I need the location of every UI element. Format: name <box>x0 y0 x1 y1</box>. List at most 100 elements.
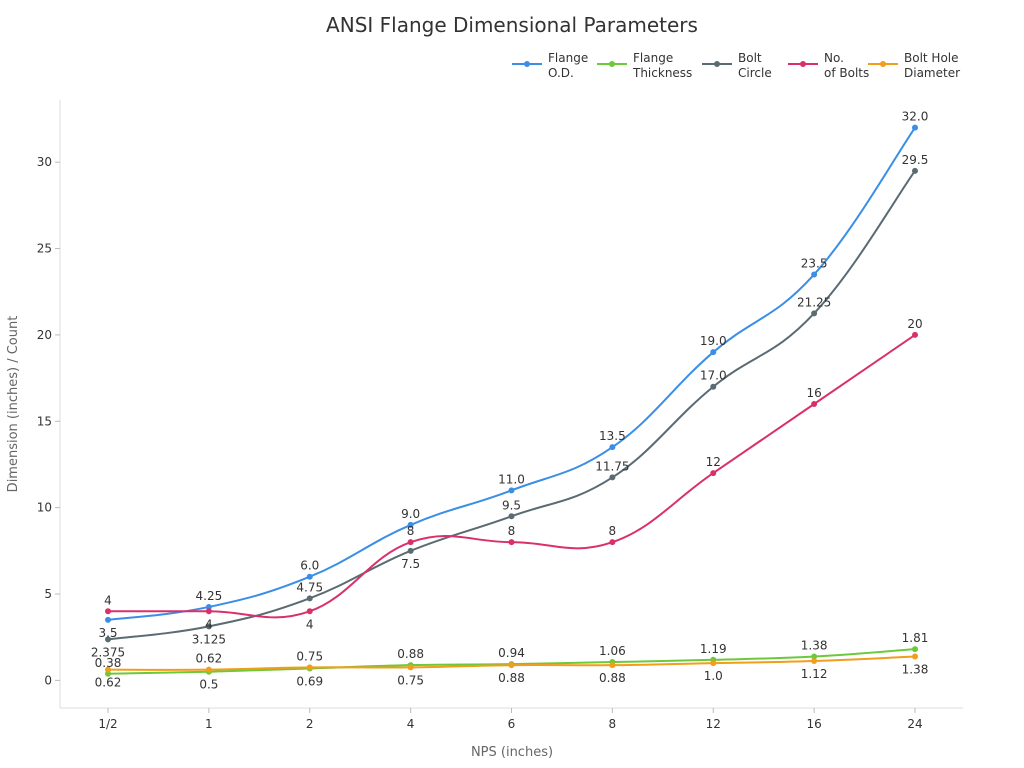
data-point <box>205 623 212 630</box>
data-point <box>710 349 717 356</box>
data-label: 21.25 <box>797 295 831 309</box>
data-label: 0.88 <box>397 647 424 661</box>
y-tick-label: 25 <box>37 242 52 256</box>
data-point <box>912 653 918 660</box>
data-label: 1.38 <box>902 663 929 677</box>
data-label: 4 <box>306 617 314 631</box>
series-lines <box>105 124 918 677</box>
data-label: 2.375 <box>91 645 125 659</box>
data-point <box>811 271 818 278</box>
data-label: 19.0 <box>700 334 727 348</box>
data-label: 23.5 <box>801 256 828 270</box>
data-label: 1.38 <box>801 639 828 653</box>
legend: FlangeO.D.FlangeThicknessBoltCircleNo.of… <box>512 51 960 80</box>
legend-label: Bolt <box>738 51 762 65</box>
data-label: 11.0 <box>498 472 525 486</box>
data-point <box>811 653 818 660</box>
data-label: 1.0 <box>704 669 723 683</box>
data-label: 12 <box>706 455 721 469</box>
x-tick-label: 8 <box>609 717 617 731</box>
data-label: 0.75 <box>397 673 424 687</box>
data-point <box>306 664 313 671</box>
data-label: 1.06 <box>599 644 626 658</box>
data-point <box>407 547 414 554</box>
x-tick-label: 1 <box>205 717 213 731</box>
data-point <box>912 646 918 653</box>
data-point <box>609 474 616 481</box>
data-point <box>710 660 717 667</box>
data-point <box>205 666 212 673</box>
data-point <box>306 595 313 602</box>
series-line <box>107 170 916 641</box>
legend-item: No.of Bolts <box>788 51 869 80</box>
legend-marker <box>714 61 720 67</box>
data-point <box>306 573 313 580</box>
data-label: 1.81 <box>902 631 929 645</box>
data-label: 11.75 <box>595 459 629 473</box>
data-point <box>105 636 111 643</box>
y-tick-label: 5 <box>44 587 52 601</box>
legend-label: Thickness <box>632 66 692 80</box>
data-point <box>508 662 515 669</box>
data-point <box>105 666 111 673</box>
y-tick-label: 15 <box>37 414 52 428</box>
x-tick-label: 4 <box>407 717 415 731</box>
data-label: 0.94 <box>498 646 525 660</box>
legend-label: Bolt Hole <box>904 51 959 65</box>
data-label: 4.75 <box>296 580 323 594</box>
y-tick-label: 0 <box>44 673 52 687</box>
data-label: 29.5 <box>902 153 929 167</box>
x-tick-label: 24 <box>907 717 922 731</box>
x-axis-label: NPS (inches) <box>471 745 553 760</box>
data-point <box>710 383 717 390</box>
data-point <box>609 662 616 669</box>
data-point <box>609 539 616 546</box>
x-tick-label: 6 <box>508 717 516 731</box>
data-label: 0.88 <box>498 671 525 685</box>
data-label: 1.12 <box>801 667 828 681</box>
data-point <box>609 444 616 451</box>
data-point <box>407 521 414 528</box>
data-label: 4 <box>104 593 112 607</box>
legend-label: Flange <box>548 51 588 65</box>
legend-marker <box>800 61 806 67</box>
data-label: 0.62 <box>95 676 122 690</box>
data-label: 17.0 <box>700 369 727 383</box>
data-label: 0.88 <box>599 671 626 685</box>
data-point <box>105 608 111 615</box>
data-label: 6.0 <box>300 559 319 573</box>
data-point <box>306 608 313 615</box>
data-point <box>105 670 111 677</box>
data-point <box>508 513 515 520</box>
x-tick-label: 1/2 <box>98 717 117 731</box>
data-point <box>407 539 414 546</box>
data-label: 0.62 <box>196 652 223 666</box>
legend-label: Diameter <box>904 66 960 80</box>
series-line <box>107 127 916 621</box>
data-label: 8 <box>609 524 617 538</box>
data-label: 16 <box>806 386 821 400</box>
legend-label: No. <box>824 51 844 65</box>
data-point <box>811 658 818 665</box>
x-tick-label: 12 <box>706 717 721 731</box>
data-label: 9.5 <box>502 498 521 512</box>
y-tick-label: 20 <box>37 328 52 342</box>
legend-label: of Bolts <box>824 66 869 80</box>
data-point <box>407 664 414 671</box>
y-axis-label: Dimension (inches) / Count <box>6 316 21 493</box>
data-label: 8 <box>508 524 516 538</box>
data-label: 32.0 <box>902 110 929 124</box>
data-label: 1.19 <box>700 642 727 656</box>
legend-label: Flange <box>633 51 673 65</box>
chart-title: ANSI Flange Dimensional Parameters <box>326 13 698 37</box>
y-tick-label: 10 <box>37 501 52 515</box>
data-point <box>912 331 918 338</box>
data-label: 13.5 <box>599 429 626 443</box>
data-label: 0.5 <box>199 678 218 692</box>
data-point <box>105 616 111 623</box>
